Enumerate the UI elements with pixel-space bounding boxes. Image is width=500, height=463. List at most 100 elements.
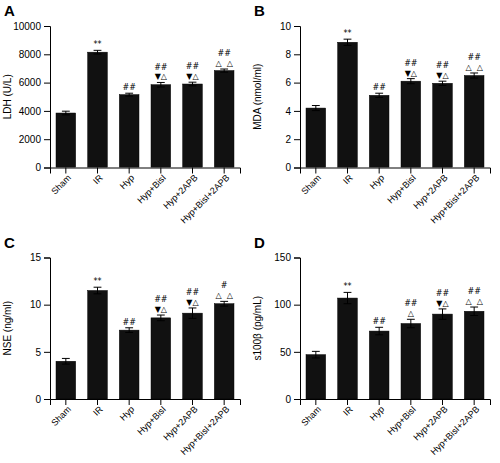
y-tick-label: 150: [274, 252, 291, 263]
error-bar: [470, 73, 478, 78]
annotation: ##: [122, 318, 136, 327]
error-cap: [94, 287, 102, 288]
bar: [119, 95, 139, 168]
error-bar: [439, 81, 447, 85]
marks: [306, 39, 484, 167]
error-cap: [220, 306, 228, 307]
error-bar: [312, 106, 320, 111]
error-cap: [94, 54, 102, 55]
annotation: ▼△: [186, 72, 199, 81]
error-bar: [344, 39, 352, 45]
error-cap: [439, 81, 447, 82]
y-tick-mark: [44, 168, 50, 169]
error-cap: [439, 85, 447, 86]
x-tick-label: Hyp+BisI+2APB: [429, 404, 482, 457]
y-tick-mark: [44, 399, 50, 400]
x-tick: Hyp: [368, 168, 386, 192]
y-tick-label: 0: [285, 394, 291, 405]
y-tick-label: 4: [285, 106, 291, 117]
error-cap: [157, 86, 165, 87]
y-tick-mark: [294, 305, 300, 306]
error-cap: [62, 114, 70, 115]
y-tick-label: 8: [285, 49, 291, 60]
error-stem: [410, 319, 411, 327]
annotation: ##: [467, 287, 481, 296]
error-cap: [470, 78, 478, 79]
y-tick-mark: [294, 399, 300, 400]
y-tick: 6000: [19, 77, 50, 88]
panel: 050100150ShamIRHypHyp+BisIHyp+2APBHyp+Bi…: [252, 234, 491, 457]
error-stem: [379, 93, 380, 97]
x-tick: Hyp: [118, 399, 136, 423]
error-cap: [125, 96, 133, 97]
y-tick-mark: [44, 111, 50, 112]
y-tick-mark: [294, 352, 300, 353]
error-cap: [407, 83, 415, 84]
annotation: ##: [217, 49, 231, 58]
x-tick-label: IR: [341, 172, 355, 186]
bar: [401, 81, 421, 167]
error-cap: [312, 357, 320, 358]
y-tick-label: 10000: [13, 21, 41, 32]
error-cap: [189, 82, 197, 83]
x-tick-label: Hyp+BisI: [385, 404, 418, 437]
annotation: ##: [372, 83, 386, 92]
annotation: ##: [467, 53, 481, 62]
error-cap: [94, 293, 102, 294]
error-cap: [125, 93, 133, 94]
error-bar: [344, 292, 352, 303]
error-stem: [65, 111, 66, 115]
error-stem: [160, 315, 161, 321]
error-cap: [470, 72, 478, 73]
x-tick: Hyp+BisI+2APB: [429, 399, 482, 457]
error-cap: [375, 93, 383, 94]
bar: [119, 330, 139, 399]
y-tick: 5: [35, 347, 50, 358]
error-cap: [220, 301, 228, 302]
error-cap: [94, 50, 102, 51]
error-bar: [470, 307, 478, 315]
y-axis-line: [294, 27, 301, 169]
x-tick-label: Hyp: [368, 173, 386, 191]
x-tick-label: Sham: [49, 404, 73, 428]
y-tick-label: 6000: [19, 77, 42, 88]
bar: [183, 313, 203, 399]
error-stem: [315, 351, 316, 358]
x-axis-line: [51, 400, 241, 406]
annotation: **: [344, 282, 352, 291]
x-tick: IR: [91, 399, 105, 418]
error-bar: [62, 111, 70, 115]
error-cap: [344, 45, 352, 46]
y-axis-line: [44, 258, 51, 400]
error-cap: [375, 97, 383, 98]
error-bar: [220, 301, 228, 306]
error-cap: [439, 319, 447, 320]
y-tick: 10: [280, 21, 300, 32]
y-axis-line: [294, 258, 301, 400]
error-cap: [344, 39, 352, 40]
panel-label: B: [254, 2, 265, 19]
error-stem: [442, 81, 443, 85]
error-cap: [62, 111, 70, 112]
error-stem: [224, 301, 225, 306]
y-tick: 4000: [19, 106, 50, 117]
error-cap: [157, 315, 165, 316]
error-stem: [129, 328, 130, 333]
y-tick: 6: [285, 77, 300, 88]
error-bar: [439, 309, 447, 319]
x-tick-label: Hyp+BisI: [385, 173, 418, 206]
error-cap: [157, 82, 165, 83]
x-tick-label: Hyp+BisI+2APB: [179, 404, 232, 457]
error-cap: [439, 308, 447, 309]
y-axis: 051015: [30, 252, 51, 405]
annotations: **##△##▼△##△ △##: [344, 282, 484, 326]
y-tick-mark: [44, 139, 50, 140]
error-cap: [470, 315, 478, 316]
y-tick-label: 6: [285, 77, 291, 88]
error-stem: [97, 287, 98, 294]
error-bar: [94, 50, 102, 54]
y-tick-label: 0: [285, 162, 291, 173]
panel: 0246810ShamIRHypHyp+BisIHyp+2APBHyp+BisI…: [252, 2, 491, 225]
y-tick-mark: [44, 26, 50, 27]
error-cap: [375, 327, 383, 328]
